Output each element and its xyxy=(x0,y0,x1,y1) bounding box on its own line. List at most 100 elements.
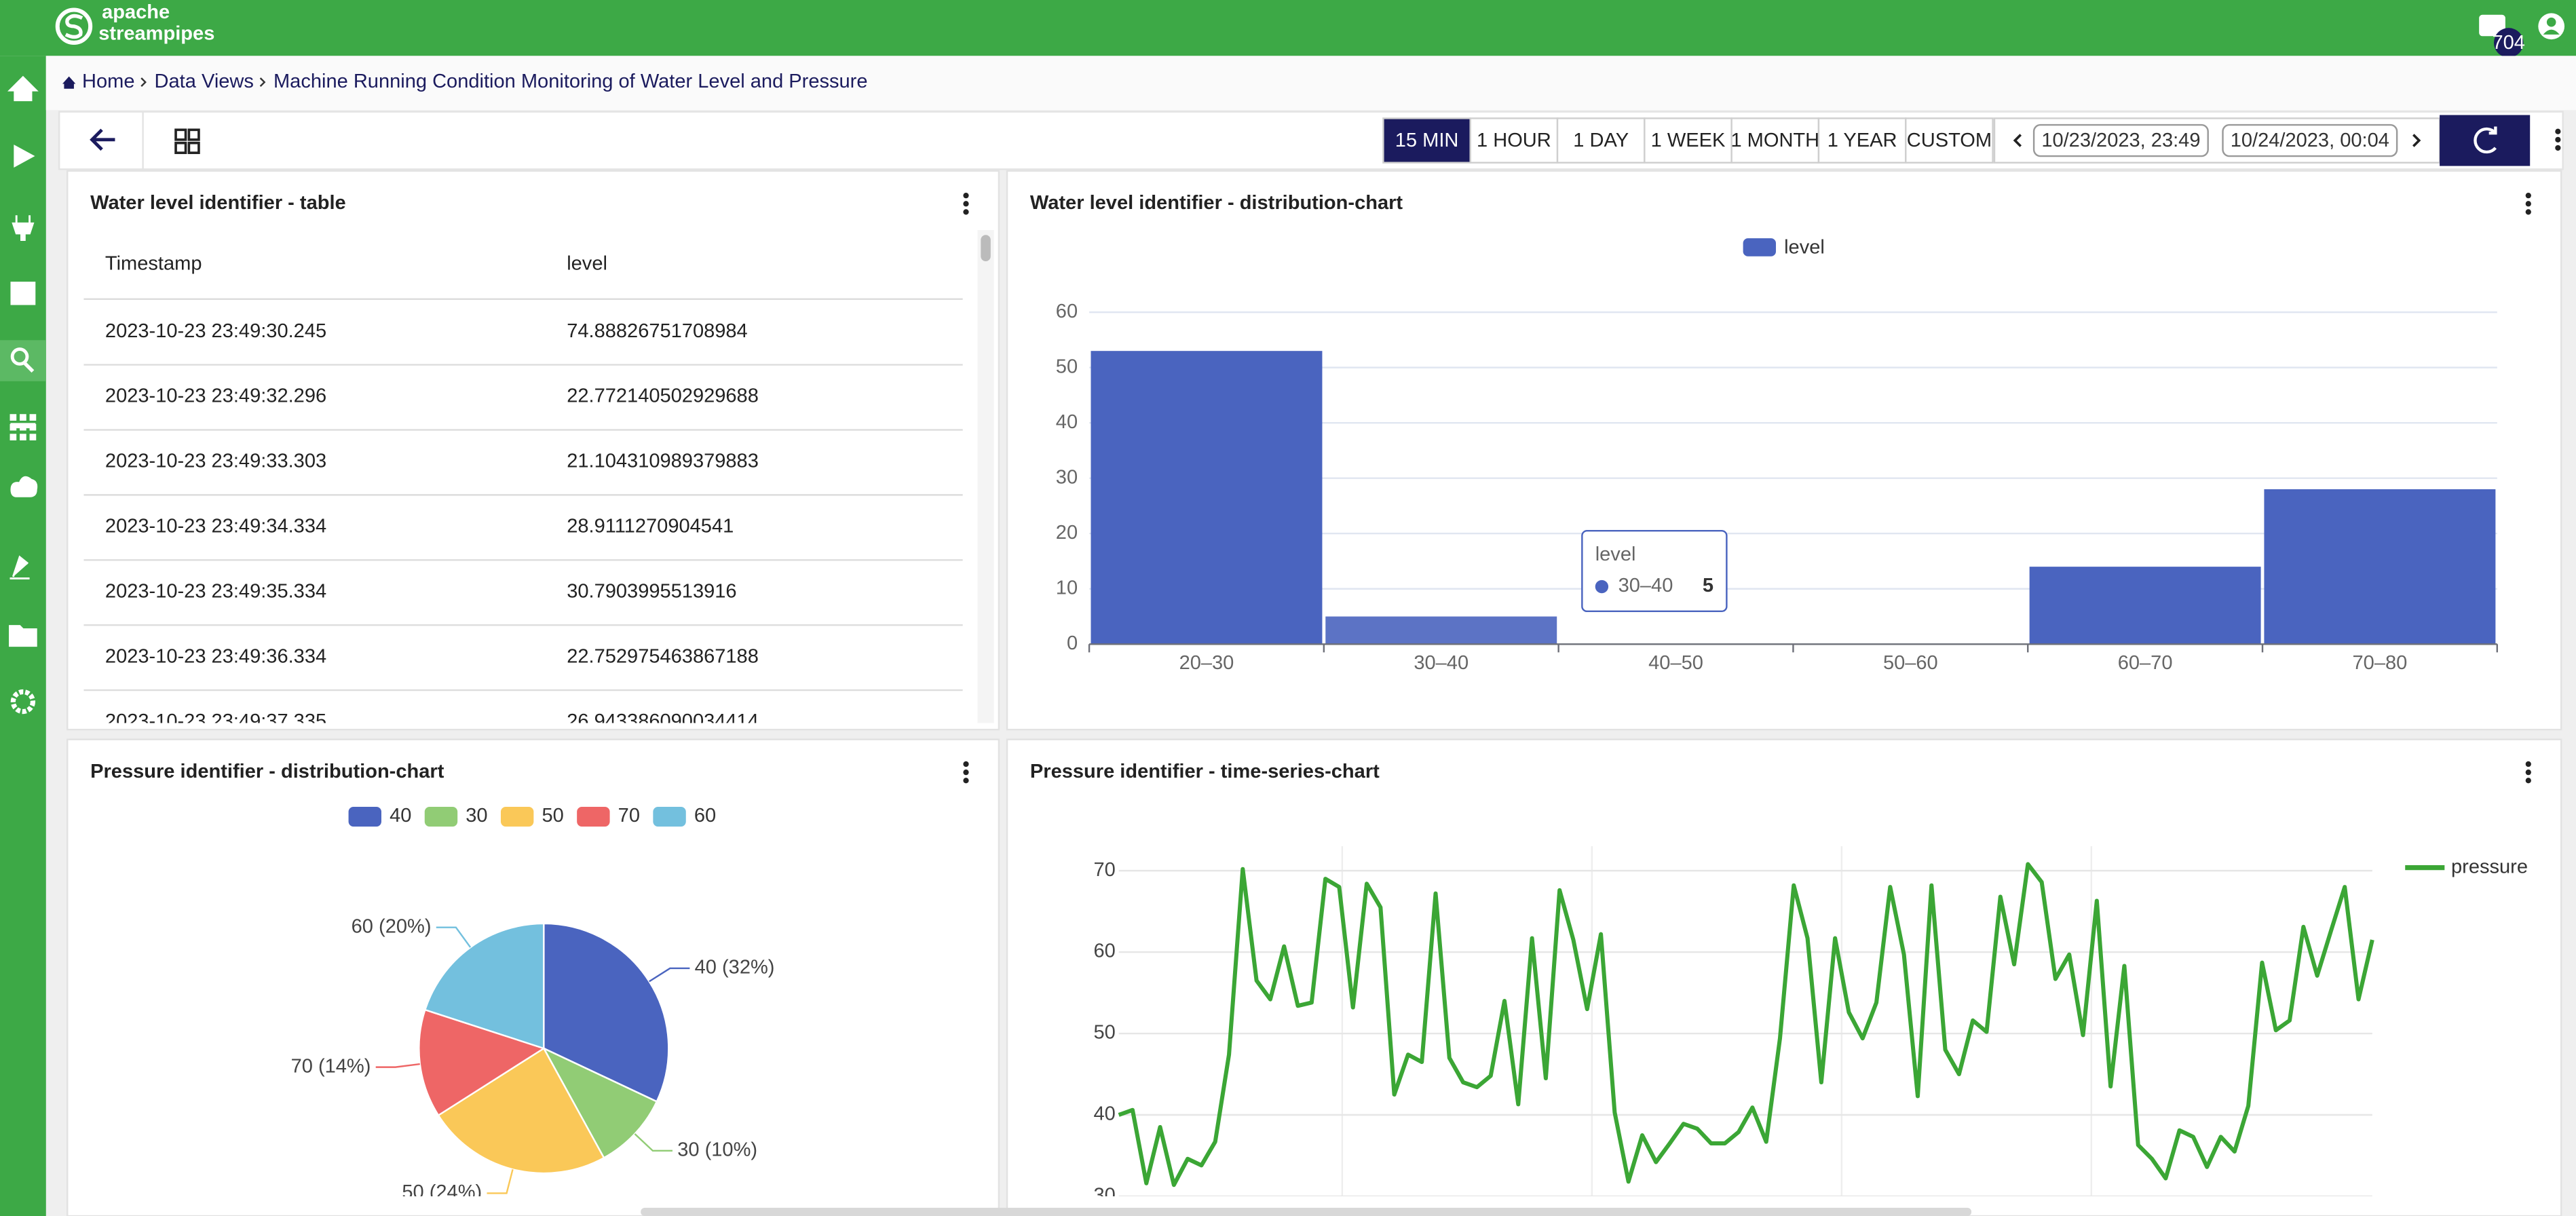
x-tick-label: 50–60 xyxy=(1883,652,1938,674)
nav-apps-dot xyxy=(30,414,37,421)
time-range-label: 1 WEEK xyxy=(1651,130,1726,151)
menu-dot[interactable] xyxy=(2526,209,2531,214)
table-cell: 2023-10-23 23:49:35.334 xyxy=(105,580,326,602)
widget-title: Water level identifier - table xyxy=(90,192,346,214)
y-tick-label: 10 xyxy=(1056,577,1078,598)
data-label: 30 (10%) xyxy=(677,1139,757,1161)
y-tick-label: 30 xyxy=(1056,466,1078,488)
time-range-label: 1 MONTH xyxy=(1730,130,1819,151)
date-value: 10/23/2023, 23:49 xyxy=(2041,130,2200,151)
y-tick-label: 60 xyxy=(1056,301,1078,322)
legend-label: 30 xyxy=(466,805,487,826)
scrollbar-track xyxy=(977,230,993,723)
refresh-button[interactable] xyxy=(2440,115,2530,166)
nav-apps-dot xyxy=(30,434,37,440)
breadcrumb-item[interactable]: Home xyxy=(82,71,134,92)
notification-count: 704 xyxy=(2493,32,2525,54)
y-tick-label: 50 xyxy=(1093,1022,1115,1044)
nav-apps-dot xyxy=(20,414,26,421)
legend-label: pressure xyxy=(2451,856,2528,877)
menu-dot[interactable] xyxy=(963,761,968,767)
time-range-label: 1 YEAR xyxy=(1827,130,1897,151)
bar xyxy=(2264,489,2495,644)
legend-swatch[interactable] xyxy=(653,807,685,826)
legend-swatch[interactable] xyxy=(501,807,533,826)
bar xyxy=(2030,567,2261,644)
tooltip: level30–405 xyxy=(1582,531,1726,611)
bar xyxy=(1091,351,1322,644)
bottom-scrollbar xyxy=(641,1208,1971,1216)
time-range-label: 1 DAY xyxy=(1573,130,1629,151)
nav-apps-dot xyxy=(20,434,26,440)
menu-dot[interactable] xyxy=(2526,761,2531,767)
time-range-label: 1 HOUR xyxy=(1477,130,1551,151)
tooltip-category: 30–40 xyxy=(1618,575,1673,596)
scrollbar-thumb[interactable] xyxy=(981,235,991,261)
widget-title: Water level identifier - distribution-ch… xyxy=(1030,192,1403,214)
menu-dot[interactable] xyxy=(2526,770,2531,775)
legend-label: 50 xyxy=(542,805,563,826)
legend-swatch[interactable] xyxy=(1743,238,1776,256)
table-cell: 2023-10-23 23:49:30.245 xyxy=(105,320,326,342)
bar xyxy=(1325,617,1557,645)
x-tick-label: 40–50 xyxy=(1648,652,1703,674)
table-cell: 28.9111270904541 xyxy=(567,516,734,537)
nav-icon[interactable] xyxy=(10,626,37,646)
nav-apps-dot xyxy=(10,434,17,440)
menu-dot[interactable] xyxy=(2555,137,2560,142)
tooltip-series: level xyxy=(1595,544,1636,565)
tooltip-box xyxy=(1582,531,1726,611)
table-cell: 22.752975463867188 xyxy=(567,645,759,667)
logo-small: apache xyxy=(102,1,170,23)
data-label: 70 (14%) xyxy=(291,1055,371,1077)
widget-title: Pressure identifier - distribution-chart xyxy=(90,761,444,782)
legend-swatch[interactable] xyxy=(425,807,457,826)
legend-label: level xyxy=(1784,236,1825,258)
x-tick-label: 20–30 xyxy=(1179,652,1234,674)
nav-icon[interactable] xyxy=(12,283,35,304)
menu-dot[interactable] xyxy=(2526,201,2531,206)
time-range-label: 15 MIN xyxy=(1395,130,1459,151)
date-value: 10/24/2023, 00:04 xyxy=(2231,130,2389,151)
table-header: level xyxy=(567,253,607,275)
user-head xyxy=(2547,18,2556,27)
nav-apps-dot xyxy=(20,424,26,431)
table-cell: 2023-10-23 23:49:36.334 xyxy=(105,645,326,667)
menu-dot[interactable] xyxy=(963,209,968,214)
y-tick-label: 20 xyxy=(1056,522,1078,544)
menu-dot[interactable] xyxy=(963,193,968,198)
menu-dot[interactable] xyxy=(963,778,968,783)
header-bar xyxy=(0,0,2576,56)
menu-dot[interactable] xyxy=(2555,145,2560,151)
table-cell: 30.7903995513916 xyxy=(567,580,736,602)
menu-dot[interactable] xyxy=(963,201,968,206)
legend-swatch[interactable] xyxy=(349,807,381,826)
menu-dot[interactable] xyxy=(963,770,968,775)
nav-apps-dot xyxy=(10,414,17,421)
y-tick-label: 70 xyxy=(1093,859,1115,881)
x-tick-label: 30–40 xyxy=(1414,652,1469,674)
nav-apps-dot xyxy=(30,424,37,431)
time-range-label: CUSTOM xyxy=(1907,130,1992,151)
legend-swatch[interactable] xyxy=(577,807,609,826)
legend-label: 40 xyxy=(390,805,411,826)
y-tick-label: 40 xyxy=(1056,411,1078,433)
menu-dot[interactable] xyxy=(2526,193,2531,198)
x-tick-label: 60–70 xyxy=(2118,652,2173,674)
data-label: 60 (20%) xyxy=(352,915,432,937)
legend-label: 60 xyxy=(694,805,716,826)
breadcrumb-item[interactable]: Machine Running Condition Monitoring of … xyxy=(273,71,868,92)
breadcrumb-item[interactable]: Data Views xyxy=(155,71,254,92)
menu-dot[interactable] xyxy=(2526,778,2531,783)
menu-dot[interactable] xyxy=(2555,129,2560,134)
sidebar-active xyxy=(0,340,46,381)
table-header: Timestamp xyxy=(105,253,202,275)
y-tick-label: 60 xyxy=(1093,940,1115,962)
widget-title: Pressure identifier - time-series-chart xyxy=(1030,761,1380,782)
table-cell: 22.772140502929688 xyxy=(567,385,759,407)
x-tick-label: 70–80 xyxy=(2353,652,2408,674)
legend-label: 70 xyxy=(618,805,640,826)
table-cell: 2023-10-23 23:49:33.303 xyxy=(105,451,326,472)
data-label: 40 (32%) xyxy=(695,957,775,978)
